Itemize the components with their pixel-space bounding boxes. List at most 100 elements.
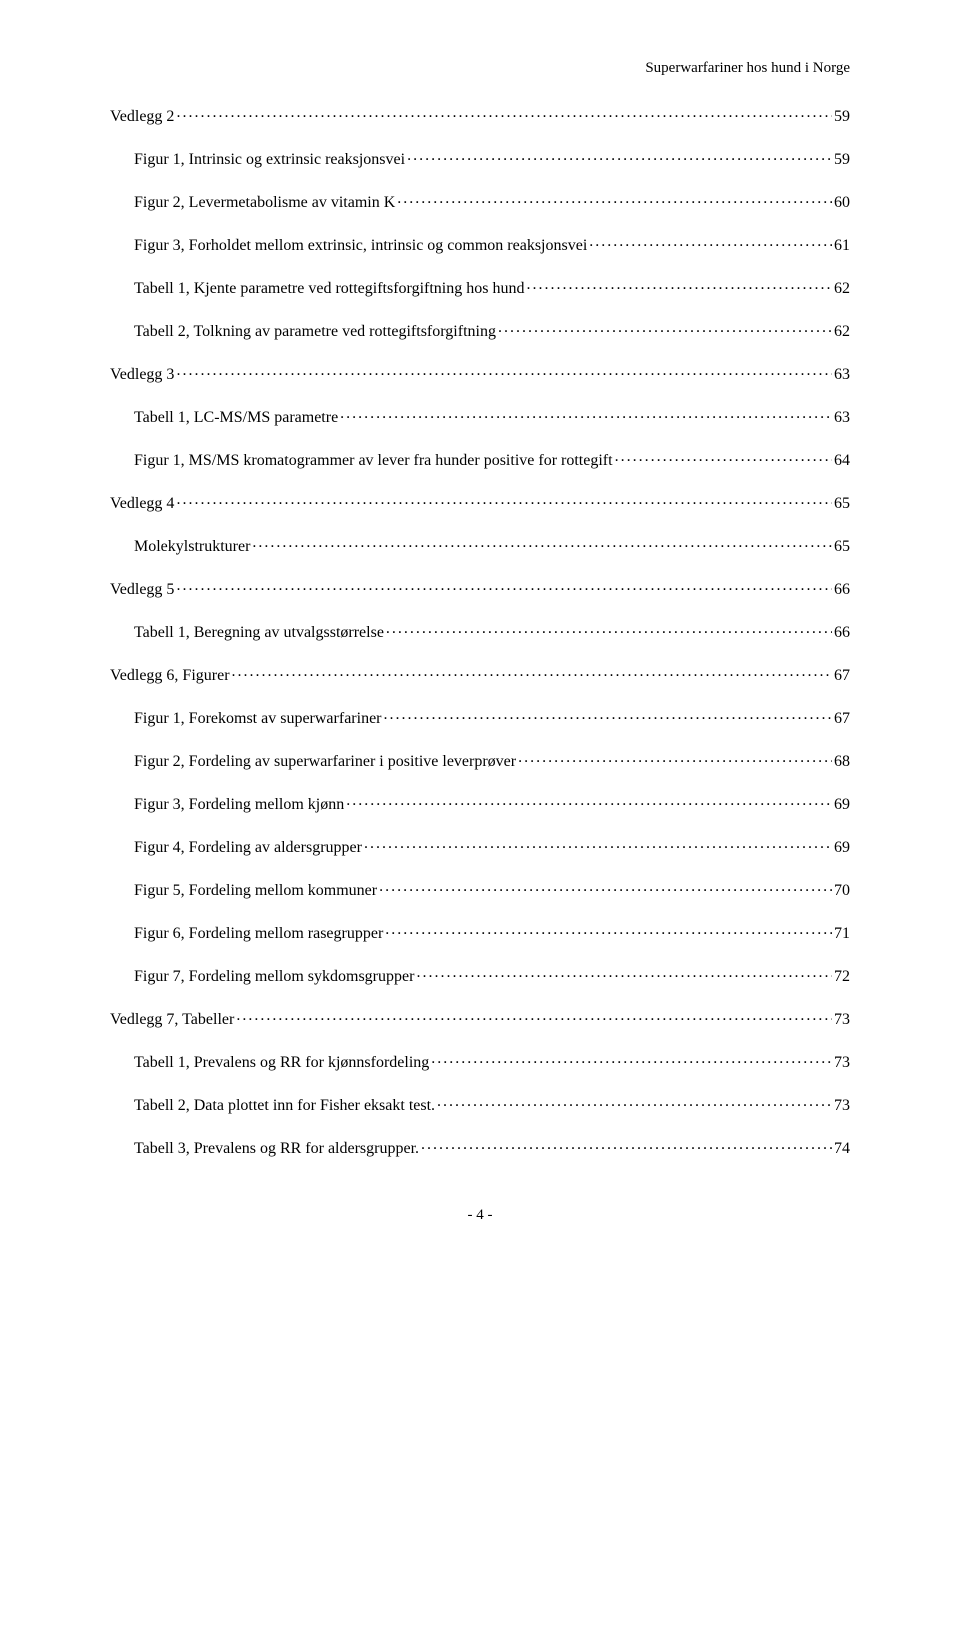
toc-leader-dots <box>526 277 832 293</box>
toc-entry-page: 60 <box>834 195 850 211</box>
toc-leader-dots <box>379 879 832 895</box>
toc-entry-label: Tabell 2, Data plottet inn for Fisher ek… <box>134 1098 435 1114</box>
toc-entry: Vedlegg 4 65 <box>110 492 850 512</box>
toc-leader-dots <box>346 793 832 809</box>
toc-entry: Figur 6, Fordeling mellom rasegrupper 71 <box>110 922 850 942</box>
toc-entry-label: Molekylstrukturer <box>134 539 250 555</box>
toc-entry-page: 64 <box>834 453 850 469</box>
toc-entry-page: 59 <box>834 152 850 168</box>
toc-leader-dots <box>232 664 832 680</box>
toc-entry: Molekylstrukturer 65 <box>110 535 850 555</box>
toc-entry-page: 68 <box>834 754 850 770</box>
toc-entry: Figur 7, Fordeling mellom sykdomsgrupper… <box>110 965 850 985</box>
toc-entry-label: Vedlegg 4 <box>110 496 174 512</box>
toc-entry-page: 70 <box>834 883 850 899</box>
toc-entry-page: 73 <box>834 1098 850 1114</box>
toc-entry: Figur 3, Forholdet mellom extrinsic, int… <box>110 234 850 254</box>
toc-leader-dots <box>176 105 832 121</box>
toc-entry-label: Figur 1, Intrinsic og extrinsic reaksjon… <box>134 152 405 168</box>
toc-leader-dots <box>386 621 832 637</box>
toc-entry-page: 66 <box>834 582 850 598</box>
toc-entry: Vedlegg 5 66 <box>110 578 850 598</box>
toc-entry-label: Figur 3, Fordeling mellom kjønn <box>134 797 344 813</box>
toc-leader-dots <box>364 836 832 852</box>
toc-entry-page: 72 <box>834 969 850 985</box>
toc-entry-label: Tabell 3, Prevalens og RR for aldersgrup… <box>134 1141 419 1157</box>
toc-entry-page: 69 <box>834 840 850 856</box>
toc-leader-dots <box>252 535 832 551</box>
toc-leader-dots <box>176 578 832 594</box>
toc-leader-dots <box>421 1137 832 1153</box>
toc-entry-label: Figur 7, Fordeling mellom sykdomsgrupper <box>134 969 414 985</box>
toc-entry-label: Tabell 1, LC-MS/MS parametre <box>134 410 338 426</box>
toc-entry: Tabell 1, Prevalens og RR for kjønnsford… <box>110 1051 850 1071</box>
toc-leader-dots <box>407 148 832 164</box>
toc-entry: Figur 4, Fordeling av aldersgrupper 69 <box>110 836 850 856</box>
toc-entry-label: Figur 1, Forekomst av superwarfariner <box>134 711 382 727</box>
toc-entry: Tabell 2, Tolkning av parametre ved rott… <box>110 320 850 340</box>
toc-entry-label: Figur 4, Fordeling av aldersgrupper <box>134 840 362 856</box>
toc-leader-dots <box>340 406 832 422</box>
toc-entry-page: 73 <box>834 1012 850 1028</box>
toc-leader-dots <box>437 1094 832 1110</box>
toc-entry: Tabell 2, Data plottet inn for Fisher ek… <box>110 1094 850 1114</box>
toc-leader-dots <box>615 449 832 465</box>
toc-leader-dots <box>431 1051 832 1067</box>
toc-entry-label: Vedlegg 7, Tabeller <box>110 1012 234 1028</box>
toc-entry-page: 69 <box>834 797 850 813</box>
document-header: Superwarfariner hos hund i Norge <box>110 60 850 77</box>
toc-entry-label: Vedlegg 3 <box>110 367 174 383</box>
toc-entry-label: Tabell 1, Kjente parametre ved rottegift… <box>134 281 524 297</box>
toc-leader-dots <box>176 363 832 379</box>
toc-entry-label: Figur 1, MS/MS kromatogrammer av lever f… <box>134 453 613 469</box>
toc-entry-page: 62 <box>834 324 850 340</box>
toc-leader-dots <box>498 320 832 336</box>
toc-leader-dots <box>385 922 832 938</box>
toc-entry-page: 65 <box>834 496 850 512</box>
toc-leader-dots <box>236 1008 832 1024</box>
toc-entry-page: 66 <box>834 625 850 641</box>
toc-entry: Tabell 1, Beregning av utvalgsstørrelse … <box>110 621 850 641</box>
toc-entry-label: Figur 5, Fordeling mellom kommuner <box>134 883 377 899</box>
toc-entry-label: Tabell 2, Tolkning av parametre ved rott… <box>134 324 496 340</box>
toc-entry-label: Figur 2, Fordeling av superwarfariner i … <box>134 754 516 770</box>
toc-entry: Figur 5, Fordeling mellom kommuner 70 <box>110 879 850 899</box>
toc-entry-label: Tabell 1, Prevalens og RR for kjønnsford… <box>134 1055 429 1071</box>
toc-entry-label: Tabell 1, Beregning av utvalgsstørrelse <box>134 625 384 641</box>
toc-entry: Tabell 1, LC-MS/MS parametre 63 <box>110 406 850 426</box>
page-number-footer: - 4 - <box>110 1207 850 1224</box>
toc-entry: Tabell 3, Prevalens og RR for aldersgrup… <box>110 1137 850 1157</box>
toc-leader-dots <box>518 750 832 766</box>
toc-entry: Figur 2, Fordeling av superwarfariner i … <box>110 750 850 770</box>
toc-leader-dots <box>384 707 833 723</box>
toc-entry: Vedlegg 6, Figurer 67 <box>110 664 850 684</box>
toc-entry-page: 61 <box>834 238 850 254</box>
toc-entry-page: 74 <box>834 1141 850 1157</box>
toc-entry: Figur 1, Intrinsic og extrinsic reaksjon… <box>110 148 850 168</box>
toc-entry: Figur 3, Fordeling mellom kjønn 69 <box>110 793 850 813</box>
toc-entry-label: Figur 6, Fordeling mellom rasegrupper <box>134 926 383 942</box>
toc-entry-page: 65 <box>834 539 850 555</box>
toc-entry: Vedlegg 7, Tabeller 73 <box>110 1008 850 1028</box>
toc-leader-dots <box>397 191 832 207</box>
toc-entry-page: 62 <box>834 281 850 297</box>
toc-entry-page: 67 <box>834 668 850 684</box>
toc-entry-label: Figur 3, Forholdet mellom extrinsic, int… <box>134 238 587 254</box>
toc-entry: Tabell 1, Kjente parametre ved rottegift… <box>110 277 850 297</box>
toc-entry-page: 63 <box>834 410 850 426</box>
toc-entry-page: 73 <box>834 1055 850 1071</box>
toc-leader-dots <box>176 492 832 508</box>
toc-entry: Vedlegg 2 59 <box>110 105 850 125</box>
toc-leader-dots <box>589 234 832 250</box>
toc-entry: Figur 1, Forekomst av superwarfariner 67 <box>110 707 850 727</box>
toc-entry-page: 63 <box>834 367 850 383</box>
toc-leader-dots <box>416 965 832 981</box>
toc-entry-label: Vedlegg 2 <box>110 109 174 125</box>
toc-entry-page: 59 <box>834 109 850 125</box>
toc-entry-page: 71 <box>834 926 850 942</box>
table-of-contents: Vedlegg 2 59 Figur 1, Intrinsic og extrin… <box>110 105 850 1157</box>
toc-entry: Figur 1, MS/MS kromatogrammer av lever f… <box>110 449 850 469</box>
toc-entry-label: Vedlegg 6, Figurer <box>110 668 230 684</box>
toc-entry-page: 67 <box>834 711 850 727</box>
toc-entry-label: Figur 2, Levermetabolisme av vitamin K <box>134 195 395 211</box>
